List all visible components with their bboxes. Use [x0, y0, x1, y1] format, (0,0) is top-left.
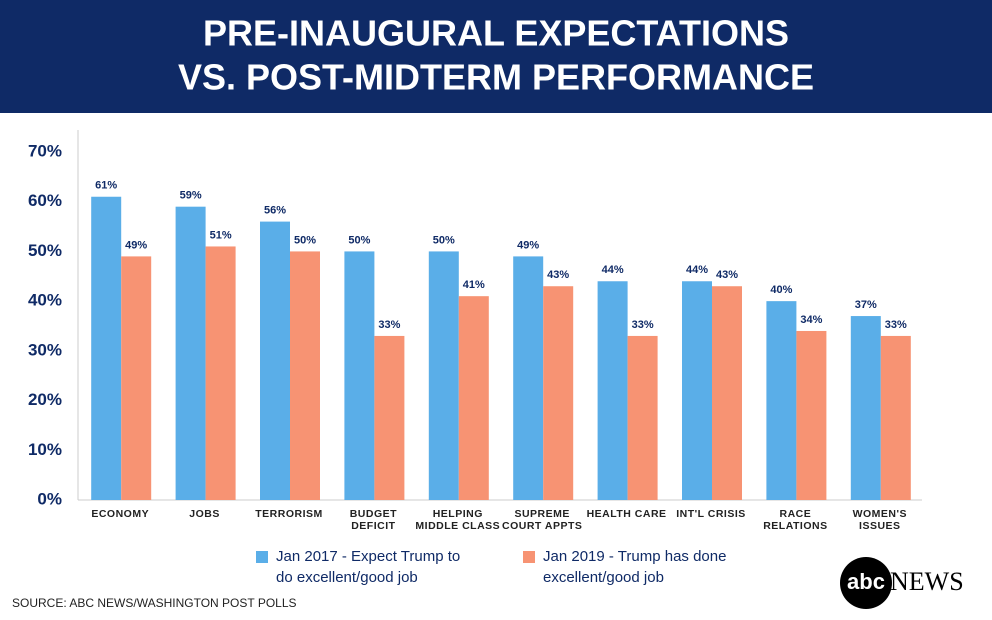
x-tick-label: BUDGET DEFICIT [350, 508, 397, 532]
bar [91, 196, 122, 500]
value-label: 44% [686, 264, 708, 276]
chart-title: VS. POST-MIDTERM PERFORMANCE [178, 57, 814, 98]
bar [458, 296, 489, 500]
y-tick-label: 30% [28, 340, 62, 359]
bar [260, 221, 290, 500]
bar [712, 286, 742, 500]
bar [121, 256, 152, 500]
y-tick-label: 50% [28, 241, 62, 260]
value-label: 40% [770, 284, 792, 296]
bar [428, 251, 459, 500]
bar [543, 286, 574, 500]
x-tick-label: SUPREME COURT APPTS [502, 508, 582, 532]
value-label: 43% [716, 269, 738, 281]
value-label: 41% [463, 279, 485, 291]
y-tick-label: 20% [28, 390, 62, 409]
value-label: 50% [294, 234, 316, 246]
value-label: 50% [433, 234, 455, 246]
bar [682, 281, 712, 500]
value-label: 33% [632, 319, 654, 331]
x-tick-label: ECONOMY [91, 508, 149, 520]
value-label: 59% [180, 190, 202, 202]
x-tick-label: HEALTH CARE [587, 508, 667, 520]
value-label: 37% [855, 299, 877, 311]
legend-swatch [523, 551, 535, 563]
bar [175, 206, 206, 500]
bar [850, 316, 881, 500]
y-tick-label: 0% [37, 489, 62, 508]
value-label: 44% [602, 264, 624, 276]
x-tick-label: WOMEN'S ISSUES [853, 508, 907, 532]
logo: abc [847, 569, 885, 594]
logo-text: NEWS [890, 567, 964, 596]
bar [513, 256, 544, 500]
x-tick-label: RACE RELATIONS [763, 508, 827, 532]
x-tick-label: JOBS [189, 508, 220, 520]
value-label: 49% [125, 239, 147, 251]
legend-label: Jan 2017 - Expect Trump to do excellent/g… [276, 548, 460, 586]
bar [344, 251, 375, 500]
value-label: 34% [800, 314, 822, 326]
x-tick-label: HELPING MIDDLE CLASS [415, 508, 500, 532]
value-label: 33% [378, 319, 400, 331]
bar [796, 330, 827, 500]
value-label: 56% [264, 205, 286, 217]
source: SOURCE: ABC NEWS/WASHINGTON POST POLLS [12, 596, 297, 610]
y-tick-label: 40% [28, 291, 62, 310]
x-tick-label: INT'L CRISIS [676, 508, 746, 520]
value-label: 49% [517, 239, 539, 251]
y-tick-label: 70% [28, 141, 62, 160]
bar [290, 251, 320, 500]
bar [205, 246, 236, 500]
bar [880, 335, 911, 500]
x-tick-label: TERRORISM [255, 508, 323, 520]
value-label: 43% [547, 269, 569, 281]
value-label: 50% [348, 234, 370, 246]
value-label: 51% [210, 229, 232, 241]
legend-label: Jan 2019 - Trump has done excellent/good … [543, 548, 726, 586]
bar [374, 335, 405, 500]
bar [766, 301, 797, 500]
header-band [0, 0, 992, 113]
value-label: 33% [885, 319, 907, 331]
bar [597, 281, 628, 500]
logo-circle [840, 557, 892, 609]
value-label: 61% [95, 180, 117, 192]
legend-swatch [256, 551, 268, 563]
chart-title: PRE-INAUGURAL EXPECTATIONS [203, 13, 789, 54]
y-tick-label: 10% [28, 440, 62, 459]
y-tick-label: 60% [28, 191, 62, 210]
bar [627, 335, 658, 500]
